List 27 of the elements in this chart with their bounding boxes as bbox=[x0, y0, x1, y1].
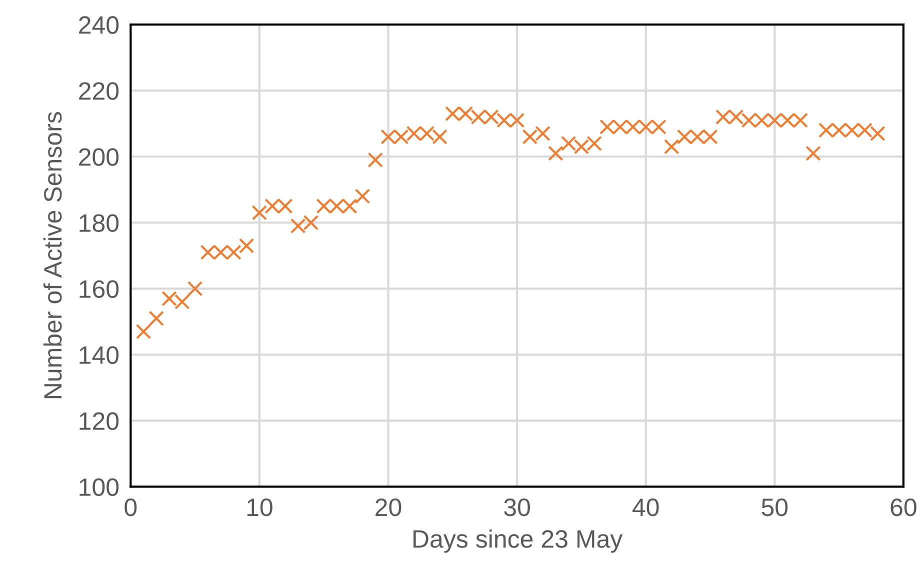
x-tick-label: 60 bbox=[890, 498, 916, 516]
x-tick-label: 30 bbox=[504, 498, 530, 516]
point bbox=[187, 281, 203, 296]
y-tick-label: 220 bbox=[79, 82, 119, 100]
y-tick-label: 180 bbox=[80, 214, 119, 232]
point bbox=[806, 146, 821, 161]
point bbox=[252, 205, 268, 220]
point bbox=[368, 152, 383, 168]
x-tick-label: 10 bbox=[247, 498, 272, 516]
x-axis-title: Days since 23 May bbox=[414, 529, 623, 553]
point bbox=[148, 310, 164, 326]
y-tick-label: 120 bbox=[80, 412, 119, 430]
point bbox=[238, 238, 254, 254]
y-tick-label: 200 bbox=[79, 148, 119, 166]
x-tick-label: 0 bbox=[124, 498, 137, 516]
x-tick-label: 40 bbox=[632, 498, 659, 516]
y-tick-label: 240 bbox=[79, 16, 119, 34]
x-tick-label: 20 bbox=[376, 498, 402, 516]
y-tick-label: 100 bbox=[80, 478, 119, 496]
y-axis-title: Number of Active Sensors bbox=[43, 112, 62, 398]
x-tick-label: 50 bbox=[762, 498, 788, 516]
point bbox=[664, 139, 680, 154]
y-tick-label: 160 bbox=[80, 280, 119, 298]
y-tick-label: 140 bbox=[80, 346, 119, 364]
point bbox=[136, 324, 152, 340]
point bbox=[354, 188, 370, 204]
point bbox=[548, 146, 564, 161]
